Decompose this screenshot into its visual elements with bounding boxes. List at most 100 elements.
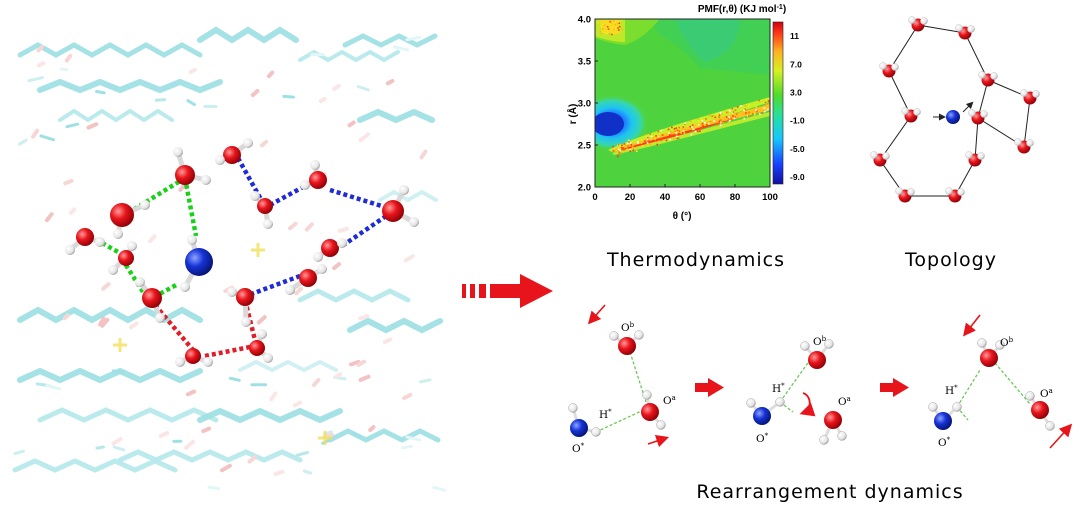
pmf-speckle <box>673 128 676 130</box>
hydrogen-atom <box>995 340 1005 350</box>
pmf-speckle <box>753 112 756 115</box>
hbond-green <box>182 177 199 237</box>
lipid-chain <box>37 407 219 423</box>
pmf-speckle <box>752 112 754 115</box>
pmf-speckle <box>628 141 630 144</box>
pmf-speckle <box>619 149 622 152</box>
colorbar-tick-label: 7.0 <box>790 59 802 69</box>
pmf-speckle <box>650 138 652 141</box>
center-ion <box>570 419 588 437</box>
topology-water <box>870 151 890 167</box>
pmf-speckle <box>621 144 623 147</box>
pmf-speckle <box>720 112 722 115</box>
pmf-speckle <box>621 148 623 150</box>
hydrogen-atom <box>108 265 118 275</box>
pmf-speckle <box>682 130 685 132</box>
colorbar-tick-label: -5.0 <box>790 144 805 154</box>
oxygen-atom <box>236 288 254 306</box>
pmf-speckle <box>718 114 721 116</box>
hydrogen-atom <box>285 285 295 295</box>
hydrogen-atom <box>908 16 916 24</box>
background-water <box>62 313 70 321</box>
lipid-chain <box>327 428 441 443</box>
ytick-label: 3.0 <box>578 99 591 110</box>
pmf-speckle <box>734 109 737 111</box>
background-water <box>185 389 197 397</box>
pmf-speckle <box>674 133 676 136</box>
oxygen-atom <box>76 228 94 246</box>
atom-label: Ob <box>621 321 635 334</box>
pmf-speckle <box>748 111 750 114</box>
background-water <box>358 314 370 321</box>
pmf-speckle <box>612 33 614 35</box>
pmf-speckle <box>727 118 730 120</box>
pmf-speckle <box>758 99 760 102</box>
pmf-speckle <box>623 143 626 145</box>
pmf-speckle <box>702 125 704 127</box>
atom-label: H* <box>945 384 958 397</box>
pmf-speckle <box>755 109 757 111</box>
oxygen-atom <box>382 200 404 222</box>
pmf-speckle <box>734 116 736 118</box>
pmf-speckle <box>647 139 650 142</box>
hydrogen-atom <box>634 330 644 340</box>
background-water <box>419 149 428 160</box>
background-water <box>86 122 99 130</box>
pmf-speckle <box>675 127 677 129</box>
pmf-speckle <box>755 106 757 108</box>
oxygen-atom <box>980 349 998 367</box>
pmf-speckle <box>671 133 673 136</box>
pmf-speckle <box>636 150 638 152</box>
lipid-chain <box>238 359 338 373</box>
pmf-speckle <box>618 148 620 150</box>
pmf-speckle <box>759 113 761 115</box>
center-ion <box>934 412 952 430</box>
background-water <box>368 425 376 432</box>
rearrangement-panels: Ob Oa O* H* Ob Oa O* H* Ob Oa O* H* <box>568 304 1073 455</box>
oxygen-atom <box>309 171 327 189</box>
lipid-chain <box>12 458 178 473</box>
hbond-red <box>153 303 195 352</box>
pmf-speckle <box>709 124 711 127</box>
background-water <box>311 378 321 387</box>
pmf-speckle <box>627 139 630 142</box>
hbond-green <box>152 282 180 299</box>
hydrogen-atom <box>957 188 965 196</box>
pmf-speckle <box>637 141 639 143</box>
pmf-speckle <box>645 135 648 137</box>
pmf-speckle <box>716 123 719 126</box>
pmf-speckle <box>726 111 728 114</box>
pmf-speckle <box>747 113 749 115</box>
pmf-speckle <box>728 121 731 124</box>
pmf-speckle <box>753 114 756 116</box>
background-water <box>98 316 106 327</box>
hydrogen-atom <box>895 187 903 195</box>
pmf-speckle <box>690 133 693 136</box>
topology-water <box>955 24 975 40</box>
topology-water <box>968 109 988 125</box>
pmf-speckle <box>629 142 632 144</box>
pmf-speckle <box>660 129 663 132</box>
pmf-speckle <box>765 109 767 112</box>
pmf-speckle <box>634 149 636 151</box>
pmf-speckle <box>650 140 653 143</box>
pmf-speckle <box>624 144 627 146</box>
colorbar-tick-label: -9.0 <box>790 172 805 182</box>
pmf-speckle <box>631 146 634 148</box>
pmf-speckle <box>718 116 720 118</box>
lipid-bond <box>13 449 25 456</box>
oxygen-atom <box>257 198 273 214</box>
pmf-speckle <box>739 105 742 107</box>
pmf-speckle <box>767 100 770 103</box>
pmf-speckle <box>629 149 631 151</box>
background-water <box>69 207 77 215</box>
hbond-blue <box>340 210 394 248</box>
hydrogen-atom <box>965 151 973 159</box>
oxygen-atom <box>321 239 339 257</box>
step-arrow-2 <box>880 378 909 397</box>
background-water <box>403 254 415 263</box>
hbond-dashed <box>994 362 1031 405</box>
pmf-speckle <box>600 24 602 27</box>
pmf-speckle <box>618 151 620 153</box>
